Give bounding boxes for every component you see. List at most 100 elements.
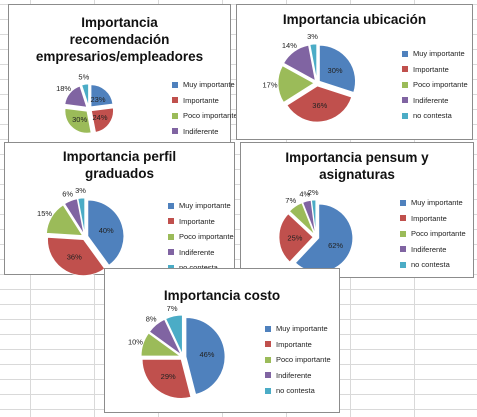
legend-item: Muy importante <box>172 77 238 93</box>
chart-legend: Muy importante Importante Poco importante I… <box>400 195 466 273</box>
legend-item: Muy importante <box>168 198 234 214</box>
legend-label: Indiferente <box>179 247 215 257</box>
legend-swatch <box>168 218 174 225</box>
legend-label: Muy importante <box>413 49 465 58</box>
legend-item: Indiferente <box>168 245 234 261</box>
data-label: 24% <box>93 113 108 122</box>
legend-label: Indiferente <box>411 244 447 254</box>
legend-swatch <box>400 261 406 268</box>
data-label: 29% <box>161 372 176 381</box>
legend-item: Muy importante <box>265 321 331 337</box>
chart-panel-5: Importancia costo 46% 29% 10% 8% 7% Muy import… <box>104 268 340 413</box>
pie-chart: 30% 36% 17% 14% 3% <box>263 32 356 123</box>
legend-swatch <box>265 387 271 394</box>
legend-swatch <box>402 97 408 104</box>
chart-panel-1: Importancia recomendación empresarios/empl… <box>8 4 238 144</box>
pie-slice-poco-importante <box>288 202 315 235</box>
legend-swatch <box>168 264 174 271</box>
pie-slice-poco-importante <box>46 204 84 236</box>
pie-slice-no-contesta <box>81 83 89 107</box>
legend-item: no contesta <box>402 108 468 124</box>
legend-label: Poco importante <box>183 111 238 120</box>
pie-chart: 23% 24% 30% 18% 5% <box>56 72 114 134</box>
legend-swatch <box>265 325 271 332</box>
legend-swatch <box>172 128 178 135</box>
legend-swatch <box>402 81 408 88</box>
legend-label: Indiferente <box>413 95 449 105</box>
data-label: 6% <box>62 189 73 198</box>
legend-swatch <box>172 112 178 119</box>
pie-slice-muy-importante <box>87 199 125 266</box>
legend-swatch <box>402 50 408 57</box>
chart-legend: Muy importante Importante Poco importante I… <box>402 46 468 124</box>
legend-item: Poco importante <box>168 229 234 245</box>
legend-label: Importante <box>411 213 447 223</box>
chart-panel-2: Importancia ubicación 30% 36% 17% 14% 3% Muy i… <box>236 4 473 140</box>
pie-slice-indiferente <box>64 85 88 108</box>
chart-title: Importancia recomendación empresarios/empl… <box>35 15 204 64</box>
data-label: 36% <box>312 101 327 110</box>
legend-label: Importante <box>179 216 215 226</box>
data-label: 4% <box>299 189 310 198</box>
chart-legend: Muy importante Importante Poco importante I… <box>265 321 331 399</box>
legend-label: Muy importante <box>276 324 328 333</box>
pie-slice-importante <box>286 85 353 123</box>
pie-slice-no-contesta <box>309 43 318 81</box>
data-label: 30% <box>328 66 343 75</box>
legend-label: Poco importante <box>411 229 466 238</box>
legend-item: no contesta <box>265 383 331 399</box>
pie-slice-importante <box>47 236 106 276</box>
data-label: 40% <box>99 226 114 235</box>
pie-slice-no-contesta <box>165 314 183 355</box>
pie-slice-importante <box>141 358 192 399</box>
chart-panel-3: Importancia perfil graduados 40% 36% 15% 6% 3%… <box>4 142 235 276</box>
data-label: 2% <box>308 188 319 197</box>
data-label: 5% <box>78 72 89 81</box>
legend-item: Importante <box>172 93 238 109</box>
legend-swatch <box>400 199 406 206</box>
data-label: 25% <box>287 234 302 243</box>
data-label: 10% <box>128 338 143 347</box>
data-label: 8% <box>146 314 157 323</box>
legend-item: Muy importante <box>400 195 466 211</box>
chart-legend: Muy importante Importante Poco importante I… <box>172 77 238 139</box>
pie-slice-muy-importante <box>185 317 226 395</box>
legend-label: Poco importante <box>179 232 234 241</box>
legend-item: Indiferente <box>265 368 331 384</box>
data-label: 15% <box>37 209 52 218</box>
data-label: 62% <box>328 241 343 250</box>
legend-label: no contesta <box>413 111 452 120</box>
legend-label: Muy importante <box>179 201 231 210</box>
legend-item: Indiferente <box>400 242 466 258</box>
legend-swatch <box>168 202 174 209</box>
legend-swatch <box>400 215 406 222</box>
pie-slice-indiferente <box>283 44 316 82</box>
legend-item: Poco importante <box>172 108 238 124</box>
legend-label: Muy importante <box>411 198 463 207</box>
legend-swatch <box>265 356 271 363</box>
data-label: 3% <box>307 32 318 41</box>
legend-swatch <box>168 233 174 240</box>
legend-item: no contesta <box>168 260 234 276</box>
legend-label: no contesta <box>179 260 218 276</box>
legend-item: Poco importante <box>402 77 468 93</box>
legend-swatch <box>400 230 406 237</box>
pie-chart: 40% 36% 15% 6% 3% <box>37 186 125 276</box>
legend-item: Importante <box>402 62 468 78</box>
data-label: 7% <box>285 196 296 205</box>
pie-slice-indiferente <box>302 199 316 235</box>
data-label: 23% <box>91 95 106 104</box>
data-label: 17% <box>263 80 278 89</box>
chart-title: Importancia perfil graduados <box>62 149 177 181</box>
pie-slice-poco-importante <box>277 65 315 103</box>
legend-label: Poco importante <box>413 80 468 89</box>
pie-chart: 62% 25% 7%4%2% <box>278 188 354 273</box>
legend-label: Muy importante <box>183 80 235 89</box>
chart-title: Importancia costo <box>163 288 281 303</box>
chart-legend: Muy importante Importante Poco importante I… <box>168 198 234 276</box>
legend-label: no contesta <box>411 260 450 269</box>
legend-label: Indiferente <box>183 126 219 136</box>
pie-slice-indiferente <box>148 318 182 356</box>
legend-swatch <box>168 249 174 256</box>
legend-swatch <box>400 246 406 253</box>
